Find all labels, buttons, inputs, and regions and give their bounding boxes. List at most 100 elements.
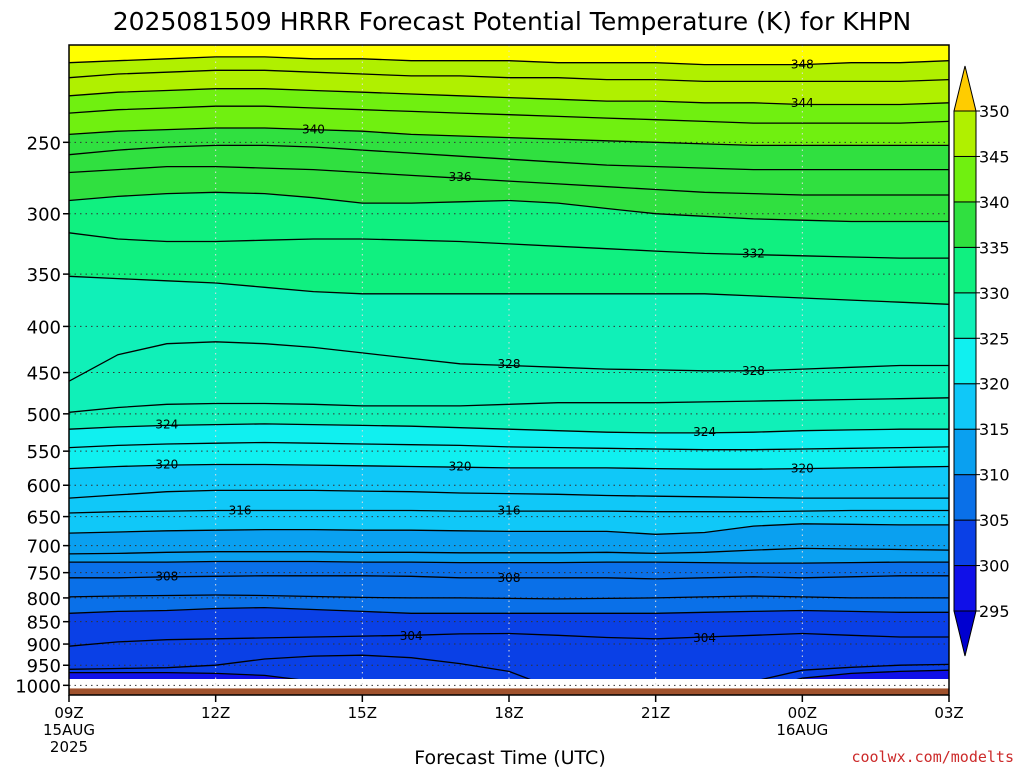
y-tick-label-900: 900 [27,635,61,656]
contour-labels: 348 344 340 336 332 328 328 324 324 320 320 320 316 3… [155,58,813,645]
isotherm-322 [69,441,949,451]
y-tick-label-850: 850 [27,613,61,634]
contour-label-328: 328 [742,364,765,378]
colorbar-under-arrow [953,610,977,657]
pressure-axis: 2503003504004505005506006507007508008509… [15,133,69,697]
isotherm-contours [69,56,949,679]
y-tick-label-600: 600 [27,476,61,497]
isotherm-344 [69,88,949,106]
contour-label-320: 320 [155,457,178,471]
y-tick-label-750: 750 [27,564,61,585]
contour-label-320: 320 [791,462,814,476]
isotherm-330 [69,275,949,305]
contour-label-324: 324 [155,418,178,432]
ground-surface [69,688,949,695]
y-tick-label-700: 700 [27,537,61,558]
colorbar-label-310: 310 [979,466,1010,485]
isotherm-348 [69,56,949,66]
contour-label-344: 344 [791,96,814,110]
isotherm-314 [69,523,949,535]
y-tick-label-500: 500 [27,405,61,426]
contour-label-304: 304 [400,629,423,643]
credit-text: coolwx.com/modelts [851,748,1014,766]
colorbar-label-345: 345 [979,147,1010,166]
isotherm-328 [69,341,949,382]
colorbar-label-320: 320 [979,375,1010,394]
contour-label-308: 308 [155,569,178,583]
y-tick-label-550: 550 [27,442,61,463]
colorbar-box-325 [953,292,977,339]
y-tick-label-950: 950 [27,656,61,677]
isotherm-310 [69,560,949,564]
contour-label-304: 304 [693,631,716,645]
y-tick-label-1000: 1000 [15,676,61,697]
y-tick-label-250: 250 [27,133,61,154]
contour-label-340: 340 [302,123,325,137]
colorbar-label-305: 305 [979,511,1010,530]
isotherm-334 [69,191,949,223]
colorbar-label-335: 335 [979,238,1010,257]
isotherm-340 [69,127,949,147]
x-tick-label-18Z: 18Z [494,704,523,722]
colorbar-box-330 [953,246,977,294]
colorbar-label-340: 340 [979,193,1010,212]
isotherm-316 [69,509,949,514]
colorbar: 295 300 305 310 315 320 325 330 335 340 345 350 [953,65,1010,657]
colorbar-label-315: 315 [979,420,1010,439]
contour-label-316: 316 [229,504,252,518]
x-tick-label-00Z: 00Z [788,704,817,722]
y-tick-label-800: 800 [27,589,61,610]
isotherm-324 [69,423,949,434]
isotherm-342 [69,105,949,124]
plot-area: 348 344 340 336 332 328 328 324 324 320 320 320 316 3… [68,44,950,696]
contour-label-324: 324 [693,425,716,439]
colorbar-box-305 [953,474,977,521]
contour-label-308: 308 [498,571,521,585]
colorbar-box-340 [953,155,977,203]
colorbar-over-arrow [953,65,977,112]
contour-label-348: 348 [791,58,814,72]
isotherm-304 [69,632,949,647]
colorbar-box-320 [953,337,977,385]
y-tick-label-450: 450 [27,364,61,385]
colorbar-box-300 [953,519,977,567]
x-date-label-15AUG: 15AUG [43,721,95,739]
y-tick-label-400: 400 [27,317,61,338]
x-axis-label: Forecast Time (UTC) [414,747,605,768]
contour-label-328: 328 [498,357,521,371]
isotherm-312 [69,547,949,555]
colorbar-label-350: 350 [979,102,1010,121]
x-date-label-16AUG: 16AUG [776,721,828,739]
isotherm-320 [69,463,949,470]
y-tick-label-350: 350 [27,265,61,286]
colorbar-label-330: 330 [979,284,1010,303]
x-tick-label-03Z: 03Z [934,704,963,722]
colorbar-box-310 [953,428,977,476]
isotherm-336 [69,165,949,196]
contour-label-316: 316 [498,504,521,518]
colorbar-label-295: 295 [979,602,1010,621]
isotherm-300 [69,669,949,679]
isotherm-308 [69,575,949,580]
contour-label-332: 332 [742,246,765,260]
isotherm-326 [69,397,949,413]
isotherm-305 [69,606,949,614]
colorbar-box-315 [953,383,977,430]
y-tick-label-650: 650 [27,508,61,529]
isotherm-332 [69,232,949,259]
x-year-label: 2025 [50,738,88,756]
contour-label-320: 320 [449,460,472,474]
isotherm-338 [69,144,949,171]
colorbar-box-345 [953,110,977,157]
contour-label-336: 336 [449,170,472,184]
isotherm-318 [69,489,949,499]
x-tick-label-15Z: 15Z [348,704,377,722]
x-tick-label-09Z: 09Z [54,704,83,722]
x-tick-label-12Z: 12Z [201,704,230,722]
x-tick-label-21Z: 21Z [641,704,670,722]
colorbar-label-300: 300 [979,557,1010,576]
y-tick-label-300: 300 [27,205,61,226]
isotherm-302 [69,654,949,679]
